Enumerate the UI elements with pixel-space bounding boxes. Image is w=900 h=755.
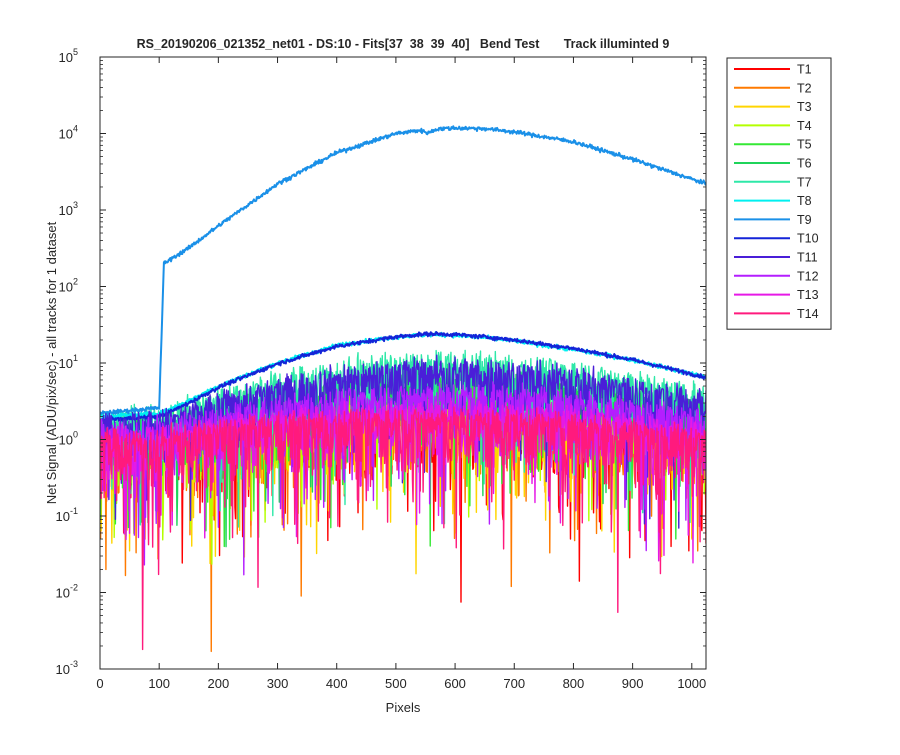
legend-label-t1: T1 [797,63,812,77]
y-tick-label: 102 [59,277,78,295]
x-tick-label: 0 [96,676,103,691]
y-tick-label: 101 [59,353,78,371]
legend-label-t4: T4 [797,119,812,133]
x-tick-label: 700 [503,676,525,691]
legend-label-t9: T9 [797,213,812,227]
legend-box [726,57,832,330]
x-tick-label: 500 [385,676,407,691]
legend-label-t6: T6 [797,157,812,171]
y-tick-label: 105 [59,47,78,65]
series-t10-line [100,331,706,423]
x-tick-label: 400 [326,676,348,691]
legend-label-t3: T3 [797,100,812,114]
series-t14-line [100,406,706,651]
legend-label-t7: T7 [797,175,812,189]
y-axis-label: Net Signal (ADU/pix/sec) - all tracks fo… [44,221,59,504]
series-t9-line [100,125,706,416]
x-tick-label: 200 [208,676,230,691]
x-axis: 0 100 200 300 400 500 600 700 800 900 1000 [96,57,706,691]
legend-label-t12: T12 [797,269,819,283]
y-tick-label: 10-2 [56,583,78,601]
x-tick-label: 300 [267,676,289,691]
y-tick-label: 10-1 [56,506,78,524]
legend: T1 T2 T3 T4 T5 T6 T7 T8 T9 T10 T11 T12 T13 T14 [726,57,832,330]
legend-label-t13: T13 [797,288,819,302]
legend-label-t5: T5 [797,138,812,152]
y-tick-label: 103 [59,200,78,218]
y-tick-label: 104 [59,124,78,142]
y-tick-label: 10-3 [56,659,78,677]
x-axis-label: Pixels [386,700,421,715]
x-tick-label: 600 [444,676,466,691]
legend-label-t2: T2 [797,81,812,95]
series-layer [100,125,706,653]
chart-title: RS_20190206_021352_net01 - DS:10 - Fits[… [137,37,670,51]
series-t11-line [100,354,706,529]
legend-label-t11: T11 [797,251,818,265]
y-tick-label: 100 [59,430,78,448]
x-tick-label: 900 [622,676,644,691]
legend-label-t8: T8 [797,194,812,208]
legend-label-t14: T14 [797,307,819,321]
x-tick-label: 800 [563,676,585,691]
legend-label-t10: T10 [797,232,819,246]
x-tick-label: 1000 [677,676,706,691]
x-tick-label: 100 [148,676,170,691]
